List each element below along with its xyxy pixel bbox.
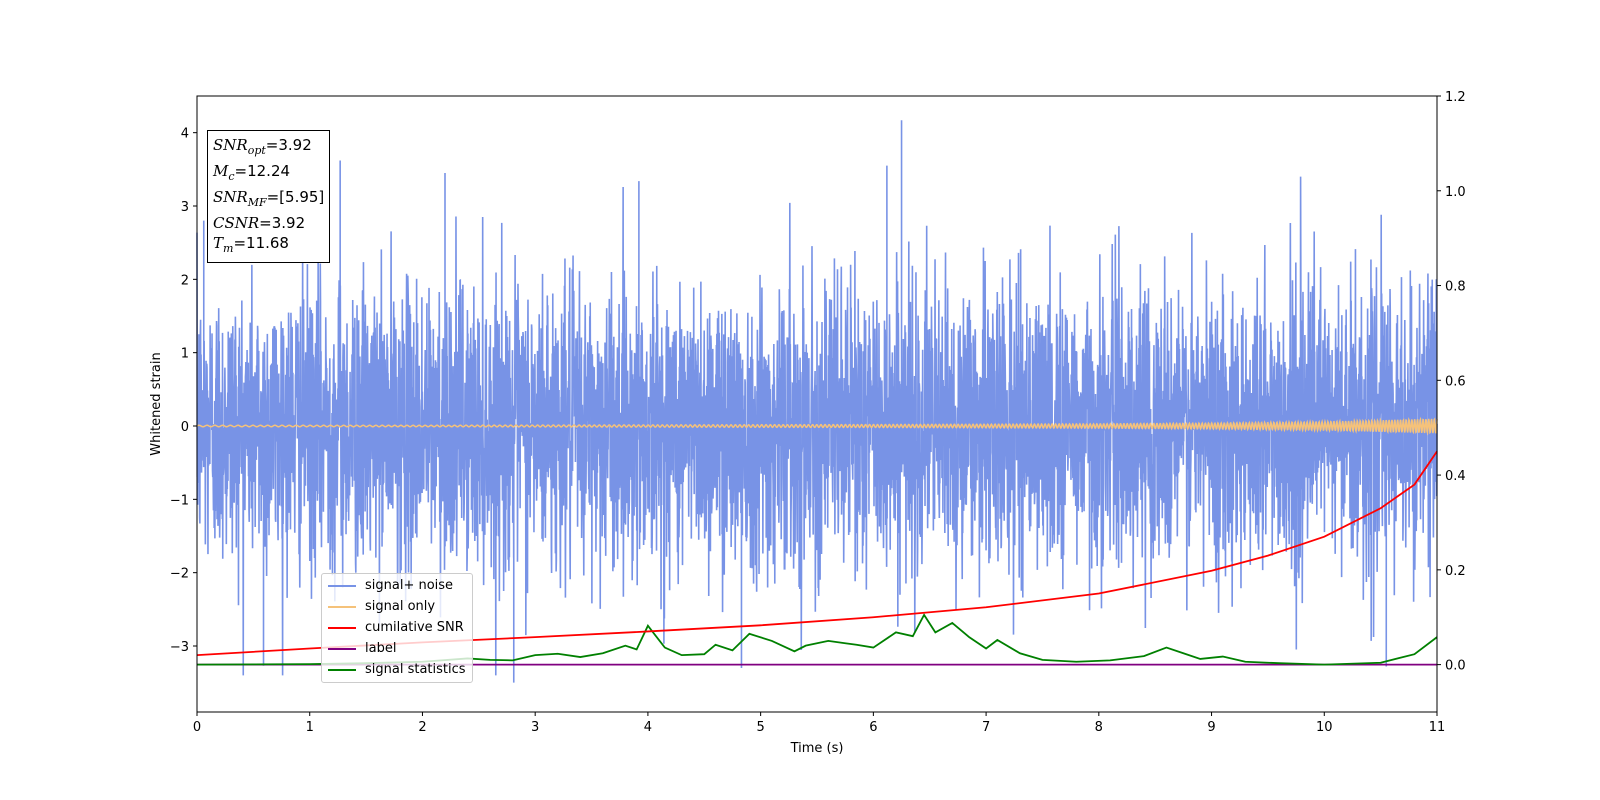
signal-only-series (196, 416, 1438, 436)
y2-axis: 0.0 0.2 0.4 0.6 0.8 1.0 1.2 (1437, 90, 1466, 674)
x-tick-label: 3 (531, 720, 539, 735)
y2-tick-label: 0.0 (1445, 659, 1466, 674)
csnr-value: =3.92 (259, 214, 306, 232)
legend-swatch (328, 605, 356, 608)
legend-entry: signal only (328, 596, 466, 617)
signal-statistics-line (196, 613, 1438, 666)
y-tick-label: 1 (181, 347, 189, 362)
mc-row: Mc=12.24 (213, 162, 291, 183)
x-tick-label: 2 (418, 720, 426, 735)
snr-mf-value: =[5.95] (266, 188, 325, 206)
x-tick-label: 6 (869, 720, 877, 735)
x-tick-label: 1 (306, 720, 314, 735)
y2-tick-label: 0.8 (1445, 280, 1466, 295)
y-tick-label: −2 (170, 567, 189, 582)
legend-label: signal statistics (365, 662, 466, 677)
y-tick-label: 2 (181, 273, 189, 288)
x-axis: 0 1 2 3 4 5 6 7 8 9 10 11 (193, 712, 1445, 735)
y2-tick-label: 0.6 (1445, 374, 1466, 389)
x-tick-label: 8 (1095, 720, 1103, 735)
y-tick-label: −3 (170, 640, 189, 655)
y-axis: −3 −2 −1 0 1 2 3 4 (170, 127, 197, 655)
legend-label: signal only (365, 599, 436, 614)
signal-noise-line (196, 120, 1438, 683)
legend-swatch (328, 584, 356, 587)
snr-opt-row: SNRopt=3.92 (213, 136, 312, 157)
x-tick-label: 11 (1429, 720, 1446, 735)
legend-label: cumilative SNR (365, 620, 464, 635)
y-tick-label: 4 (181, 127, 189, 142)
y-tick-label: 3 (181, 200, 189, 215)
x-tick-label: 0 (193, 720, 201, 735)
signal-only-line (196, 416, 1438, 436)
legend-label: signal+ noise (365, 578, 454, 593)
legend-swatch (328, 626, 356, 629)
snr-opt-value: =3.92 (265, 136, 312, 154)
tm-value: =11.68 (233, 234, 289, 252)
x-tick-label: 10 (1316, 720, 1333, 735)
y-tick-label: 0 (181, 420, 189, 435)
legend-entry: cumilative SNR (328, 617, 466, 638)
legend-swatch (328, 668, 356, 671)
tm-row: Tm=11.68 (213, 234, 289, 255)
x-tick-label: 4 (644, 720, 652, 735)
y2-tick-label: 1.0 (1445, 185, 1466, 200)
legend: signal+ noise signal only cumilative SNR… (321, 573, 473, 683)
csnr-row: CSNR=3.92 (213, 214, 306, 232)
legend-entry: label (328, 638, 466, 659)
legend-swatch (328, 647, 356, 650)
legend-label: label (365, 641, 397, 656)
y2-tick-label: 1.2 (1445, 90, 1466, 105)
y-axis-label: Whitened strain (149, 352, 164, 455)
y2-tick-label: 0.4 (1445, 469, 1466, 484)
legend-entry: signal+ noise (328, 575, 466, 596)
x-tick-label: 5 (756, 720, 764, 735)
x-axis-label: Time (s) (790, 741, 844, 756)
signal-noise-series (196, 120, 1438, 683)
plot-frame (196, 95, 1438, 713)
snr-mf-row: SNRMF=[5.95] (213, 188, 325, 209)
y2-tick-label: 0.2 (1445, 564, 1466, 579)
legend-entry: signal statistics (328, 659, 466, 680)
mc-value: =12.24 (234, 162, 291, 180)
x-tick-label: 9 (1207, 720, 1215, 735)
x-tick-label: 7 (982, 720, 990, 735)
y-tick-label: −1 (170, 493, 189, 508)
metrics-annotation-box: SNRopt=3.92 Mc=12.24 SNRMF=[5.95] CSNR=3… (207, 130, 331, 263)
